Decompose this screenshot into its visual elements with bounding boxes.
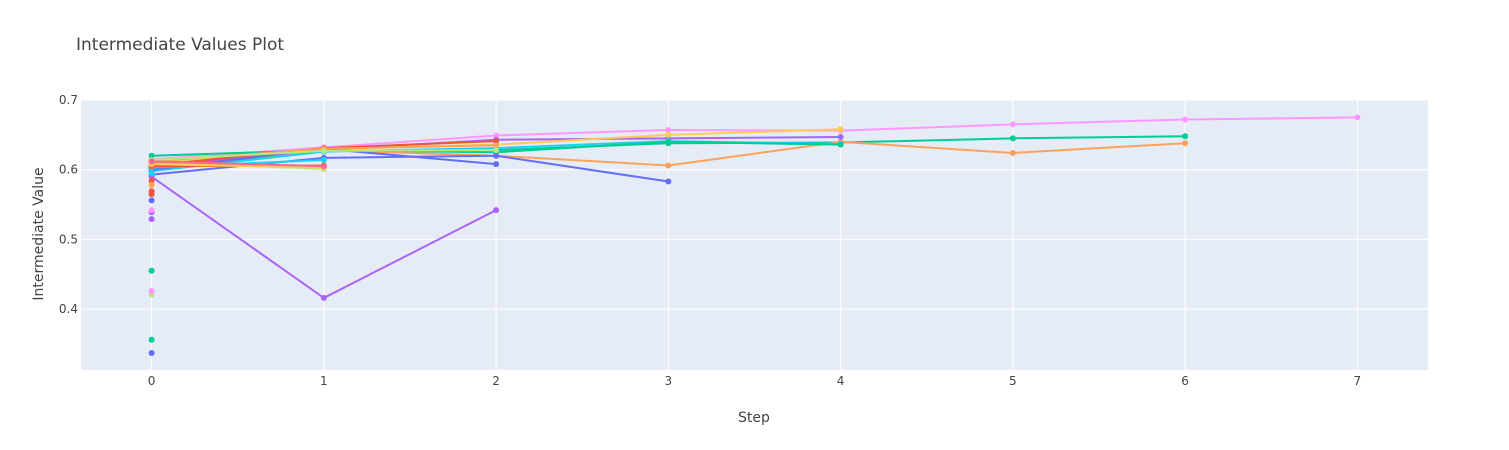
data-point[interactable] — [665, 162, 672, 169]
data-point[interactable] — [837, 133, 844, 140]
series-29 — [148, 188, 155, 195]
data-point[interactable] — [493, 132, 500, 139]
x-tick-label: 6 — [1181, 374, 1189, 388]
series-24 — [148, 216, 155, 223]
data-point[interactable] — [148, 207, 155, 214]
plot-area-background — [81, 100, 1428, 370]
series-30 — [148, 177, 155, 184]
data-point[interactable] — [148, 182, 155, 189]
data-point[interactable] — [665, 126, 672, 133]
series-23 — [148, 267, 155, 274]
x-axis-title: Step — [738, 410, 770, 426]
data-point[interactable] — [837, 141, 844, 148]
data-point[interactable] — [148, 349, 155, 356]
data-point[interactable] — [148, 216, 155, 223]
y-tick-label: 0.4 — [59, 302, 78, 316]
data-point[interactable] — [320, 163, 327, 170]
data-point[interactable] — [1182, 140, 1189, 147]
data-point[interactable] — [1182, 133, 1189, 140]
y-tick-label: 0.5 — [59, 232, 78, 246]
data-point[interactable] — [1182, 116, 1189, 123]
data-point[interactable] — [320, 147, 327, 154]
series-20 — [148, 336, 155, 343]
series-27 — [148, 197, 155, 204]
series-18 — [148, 158, 327, 170]
data-point[interactable] — [493, 152, 500, 159]
x-tick-label: 0 — [148, 374, 156, 388]
series-19 — [148, 349, 155, 356]
data-point[interactable] — [1009, 135, 1016, 142]
y-tick-label: 0.7 — [59, 93, 78, 107]
series-line — [151, 160, 324, 168]
series-line — [151, 163, 324, 169]
data-point[interactable] — [148, 336, 155, 343]
data-point[interactable] — [148, 197, 155, 204]
data-point[interactable] — [148, 152, 155, 159]
data-point[interactable] — [320, 294, 327, 301]
data-point[interactable] — [493, 147, 500, 154]
data-point[interactable] — [1354, 114, 1361, 121]
y-tick-label: 0.6 — [59, 163, 78, 177]
tick-labels: 0 1 2 3 4 5 6 7 0.4 0.5 0.6 0.7 — [59, 93, 1361, 388]
data-point[interactable] — [493, 207, 500, 214]
series-32 — [148, 170, 155, 177]
x-tick-label: 7 — [1354, 374, 1362, 388]
x-tick-label: 5 — [1009, 374, 1017, 388]
chart-title: Intermediate Values Plot — [76, 35, 284, 55]
series-line — [151, 116, 1358, 161]
data-point[interactable] — [148, 188, 155, 195]
data-point[interactable] — [493, 142, 500, 149]
series-layer — [148, 114, 1361, 356]
data-point[interactable] — [493, 138, 500, 145]
series-31 — [148, 182, 155, 189]
x-tick-label: 1 — [320, 374, 328, 388]
series-26 — [148, 207, 155, 214]
data-point[interactable] — [665, 178, 672, 185]
data-point[interactable] — [837, 126, 844, 133]
data-point[interactable] — [148, 177, 155, 184]
data-point[interactable] — [148, 170, 155, 177]
x-tick-label: 3 — [665, 374, 673, 388]
data-point[interactable] — [665, 131, 672, 138]
data-point[interactable] — [320, 156, 327, 163]
data-point[interactable] — [665, 138, 672, 145]
x-tick-label: 2 — [492, 374, 500, 388]
data-point[interactable] — [1009, 149, 1016, 156]
x-tick-label: 4 — [837, 374, 845, 388]
grid-lines — [81, 99, 1428, 370]
data-point[interactable] — [148, 287, 155, 294]
data-point[interactable] — [148, 267, 155, 274]
y-axis-title: Intermediate Value — [31, 167, 47, 300]
data-point[interactable] — [148, 158, 155, 165]
series-22 — [148, 287, 155, 294]
data-point[interactable] — [1009, 121, 1016, 128]
data-point[interactable] — [493, 161, 500, 168]
